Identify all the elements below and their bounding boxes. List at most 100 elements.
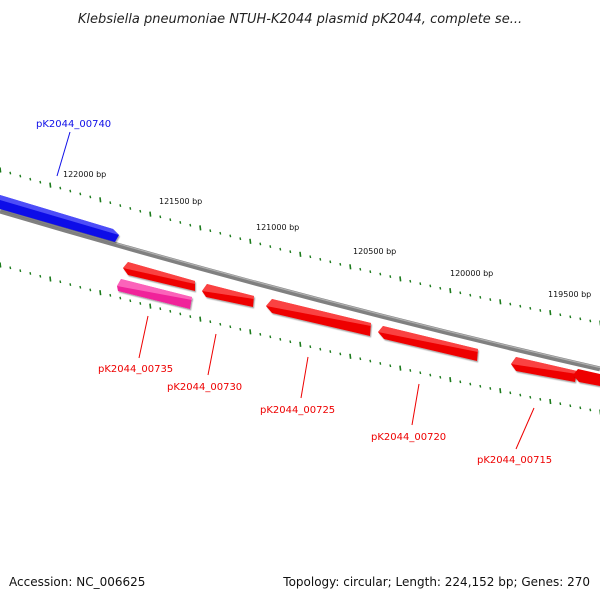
gene-pk2044-00735[interactable] — [117, 279, 192, 309]
outer-tick-mark — [19, 174, 22, 178]
inner-tick-mark — [569, 404, 572, 408]
outer-tick-mark — [229, 234, 232, 238]
outer-tick-mark — [429, 284, 432, 288]
inner-tick-mark — [169, 309, 172, 313]
inner-tick-mark — [49, 276, 52, 282]
outer-tick-mark — [109, 201, 112, 205]
inner-tick-mark — [389, 364, 392, 368]
outer-tick-mark — [99, 197, 102, 203]
inner-tick-mark — [229, 325, 232, 329]
outer-tick-mark — [169, 218, 172, 222]
inner-tick-mark — [269, 335, 272, 339]
leader-line-00725 — [300, 356, 309, 399]
gene-pk2044-00720[interactable] — [378, 326, 478, 361]
inner-tick-mark — [149, 303, 152, 309]
outer-tick-mark — [0, 167, 2, 173]
outer-tick-mark — [529, 306, 532, 310]
inner-tick-mark — [119, 296, 122, 300]
gene-label-00715[interactable]: pK2044_00715 — [477, 455, 552, 466]
inner-tick-mark — [189, 315, 192, 318]
inner-tick-mark — [349, 353, 352, 359]
inner-tick-mark — [519, 393, 522, 397]
outer-tick-mark — [139, 209, 142, 213]
inner-tick-mark — [409, 369, 412, 372]
tick-label-119500: 119500 bp — [548, 290, 591, 299]
tick-label-121500: 121500 bp — [159, 197, 202, 206]
leader-line-00740 — [56, 131, 71, 177]
inner-tick-mark — [449, 377, 452, 383]
outer-tick-mark — [29, 177, 32, 181]
inner-tick-mark — [129, 299, 132, 303]
leader-line-00735 — [138, 315, 149, 359]
outer-tick-mark — [519, 304, 522, 308]
outer-tick-mark — [559, 313, 562, 317]
outer-tick-mark — [499, 299, 502, 305]
inner-tick-mark — [39, 274, 42, 278]
outer-tick-mark — [339, 262, 342, 266]
inner-tick-mark — [179, 312, 182, 316]
gene-label-00730[interactable]: pK2044_00730 — [167, 382, 242, 393]
accession-text: Accession: NC_006625 — [9, 575, 145, 589]
gene-label-00720[interactable]: pK2044_00720 — [371, 432, 446, 443]
inner-tick-mark — [239, 327, 242, 331]
outer-tick-mark — [489, 298, 492, 301]
inner-tick-mark — [439, 375, 442, 379]
outer-tick-mark — [329, 260, 332, 264]
outer-tick-mark — [119, 204, 122, 207]
leader-line-00720 — [411, 383, 420, 426]
inner-tick-mark — [249, 329, 252, 335]
outer-tick-mark — [449, 288, 452, 294]
inner-tick-mark — [499, 388, 502, 394]
outer-tick-mark — [579, 317, 582, 321]
inner-tick-mark — [0, 262, 2, 268]
inner-tick-mark — [369, 359, 372, 363]
inner-tick-mark — [319, 347, 322, 351]
inner-tick-mark — [9, 266, 12, 270]
gene-pk2044-00735-upper[interactable] — [123, 262, 195, 291]
inner-tick-mark — [399, 365, 402, 371]
outer-tick-mark — [439, 286, 442, 290]
backbone-line — [0, 208, 600, 372]
gene-pk2044-00740[interactable] — [0, 195, 119, 242]
inner-tick-mark — [59, 280, 62, 284]
gene-label-00740[interactable]: pK2044_00740 — [36, 119, 111, 130]
outer-tick-mark — [189, 223, 192, 227]
outer-tick-mark — [69, 189, 72, 193]
inner-tick-mark — [259, 332, 262, 336]
outer-tick-mark — [509, 302, 512, 306]
inner-tick-mark — [69, 283, 72, 286]
outer-tick-mark — [289, 250, 292, 254]
gene-label-00725[interactable]: pK2044_00725 — [260, 405, 335, 416]
inner-tick-mark — [309, 345, 312, 349]
backbone-highlight — [0, 208, 600, 369]
outer-tick-mark — [269, 245, 272, 248]
gene-pk2044-00725[interactable] — [266, 299, 371, 336]
inner-tick-mark — [139, 302, 142, 305]
gene-pk2044-00710-partial[interactable] — [573, 369, 600, 386]
gene-pk2044-00730[interactable] — [202, 284, 254, 307]
inner-tick-mark — [289, 340, 292, 344]
inner-tick-mark — [89, 288, 92, 292]
gene-pk2044-00715[interactable] — [511, 357, 577, 382]
outer-tick-mark — [569, 315, 572, 319]
inner-tick-mark — [299, 341, 302, 347]
tick-label-121000: 121000 bp — [256, 223, 299, 232]
inner-tick-mark — [339, 352, 342, 356]
inner-tick-mark — [279, 337, 282, 341]
inner-tick-mark — [99, 290, 102, 296]
inner-tick-mark — [29, 272, 32, 275]
outer-tick-mark — [319, 257, 322, 261]
leader-line-00715 — [515, 407, 535, 450]
outer-tick-mark — [159, 215, 162, 219]
inner-tick-mark — [419, 371, 422, 375]
outer-tick-mark — [259, 242, 262, 246]
inner-tick-mark — [539, 397, 542, 401]
gene-label-00735[interactable]: pK2044_00735 — [98, 364, 173, 375]
outer-tick-mark — [39, 180, 42, 184]
genome-summary-text: Topology: circular; Length: 224,152 bp; … — [282, 575, 590, 589]
outer-tick-mark — [399, 276, 402, 282]
outer-tick-mark — [379, 272, 382, 276]
inner-tick-mark — [479, 384, 482, 388]
outer-tick-mark — [79, 192, 82, 196]
